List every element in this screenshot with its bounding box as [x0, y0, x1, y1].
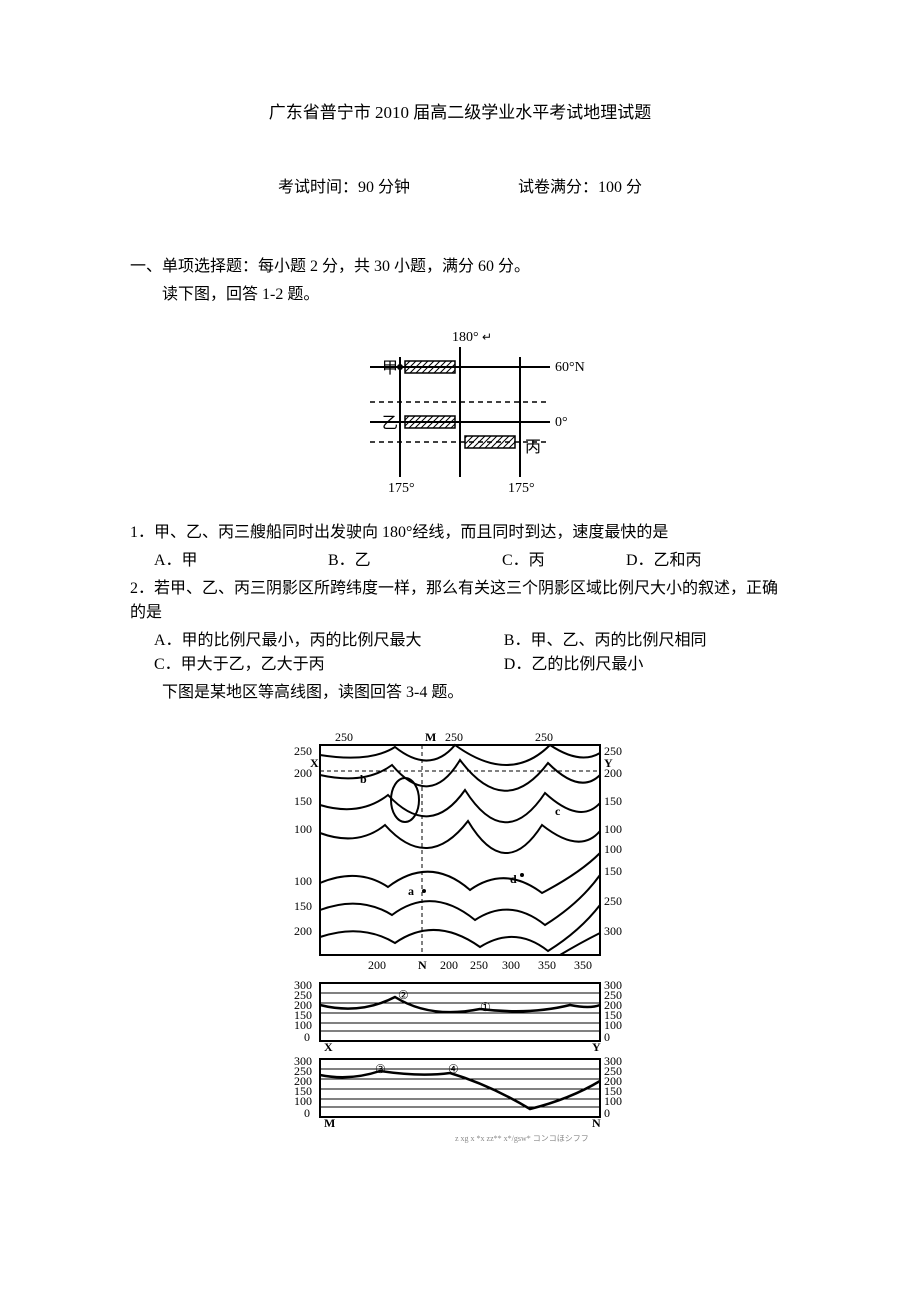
fig2-pxy-x: X: [324, 1040, 333, 1054]
fig1-lat-60n: 60°N: [555, 360, 585, 375]
fig2-glyph-n-bottom: N: [418, 958, 427, 972]
fig1-box-jia: 甲: [382, 360, 398, 377]
fig2-r3: 100: [604, 822, 622, 836]
fig2-l1: 200: [294, 766, 312, 780]
figure-1: 180° ↵ 60°N 甲 0° 乙 丙 175° 175°: [130, 327, 790, 497]
q1-option-d: D．乙和丙: [626, 549, 746, 573]
fig1-lon-right: 175°: [508, 481, 535, 496]
fig2-pt-b: b: [360, 772, 367, 786]
q2-option-b: B．甲、乙、丙的比例尺相同: [504, 629, 790, 653]
fig2-r1: 200: [604, 766, 622, 780]
fig2-l4: 100: [294, 874, 312, 888]
q2-option-a: A．甲的比例尺最小，丙的比例尺最大: [154, 629, 504, 653]
fig2-top-tick-2: 250: [535, 730, 553, 744]
fig2-b3: 300: [502, 958, 520, 972]
fig1-lat-0: 0°: [555, 415, 568, 430]
fig2-pmn-r5: 0: [604, 1106, 610, 1120]
fig2-top-tick-0: 250: [335, 730, 353, 744]
exam-score: 试卷满分：100 分: [518, 176, 642, 200]
exam-meta: 考试时间：90 分钟 试卷满分：100 分: [130, 176, 790, 200]
fig2-circ-3: ③: [375, 1062, 386, 1076]
fig2-watermark: z xg x *x zz** x*/gsw* コンコほシフフ: [455, 1134, 589, 1143]
fig2-r4: 100: [604, 842, 622, 856]
fig2-r6: 250: [604, 894, 622, 908]
figure-2: 250 M 250 250 250 X 200 150 100 100 150 …: [130, 725, 790, 1145]
fig2-pxy-l5: 0: [304, 1030, 310, 1044]
instruction-1: 读下图，回答 1-2 题。: [130, 283, 790, 307]
fig2-pmn-m: M: [324, 1116, 335, 1130]
fig2-circ-4: ④: [448, 1062, 459, 1076]
question-1-options: A．甲 B．乙 C．丙 D．乙和丙: [130, 549, 790, 573]
fig2-r7: 300: [604, 924, 622, 938]
fig1-label-180: 180°: [452, 330, 479, 345]
q1-option-b: B．乙: [328, 549, 498, 573]
fig2-b2: 250: [470, 958, 488, 972]
fig2-l3: 100: [294, 822, 312, 836]
fig2-b5: 350: [574, 958, 592, 972]
fig2-b1: 200: [440, 958, 458, 972]
section-1-heading: 一、单项选择题：每小题 2 分，共 30 小题，满分 60 分。: [130, 255, 790, 279]
fig1-arrow-glyph: ↵: [482, 330, 492, 344]
fig2-pmn-n: N: [592, 1116, 601, 1130]
fig1-box-yi: 乙: [382, 415, 398, 432]
q1-option-c: C．丙: [502, 549, 622, 573]
fig2-r2: 150: [604, 794, 622, 808]
fig2-pxy-y: Y: [592, 1040, 601, 1054]
question-2-options: A．甲的比例尺最小，丙的比例尺最大 B．甲、乙、丙的比例尺相同 C．甲大于乙，乙…: [130, 629, 790, 677]
fig2-b4: 350: [538, 958, 556, 972]
q2-option-c: C．甲大于乙，乙大于丙: [154, 653, 504, 677]
fig1-lon-left: 175°: [388, 481, 415, 496]
fig2-glyph-m-top: M: [425, 730, 436, 744]
fig2-pt-c: c: [555, 804, 561, 818]
fig2-l6: 200: [294, 924, 312, 938]
exam-time: 考试时间：90 分钟: [278, 176, 410, 200]
q2-option-d: D．乙的比例尺最小: [504, 653, 790, 677]
fig2-pt-a: a: [408, 884, 414, 898]
fig2-pxy-r5: 0: [604, 1030, 610, 1044]
fig2-circ-2: ②: [398, 988, 409, 1002]
fig2-r5: 150: [604, 864, 622, 878]
fig1-box-bing: 丙: [525, 439, 541, 456]
exam-title: 广东省普宁市 2010 届高二级学业水平考试地理试题: [130, 100, 790, 126]
question-1-stem: 1．甲、乙、丙三艘船同时出发驶向 180°经线，而且同时到达，速度最快的是: [130, 521, 790, 545]
fig2-circ-1: ①: [480, 1000, 491, 1014]
fig2-b0: 200: [368, 958, 386, 972]
fig2-l5: 150: [294, 899, 312, 913]
instruction-2: 下图是某地区等高线图，读图回答 3-4 题。: [130, 681, 790, 705]
fig2-pmn-l5: 0: [304, 1106, 310, 1120]
question-2-stem: 2．若甲、乙、丙三阴影区所跨纬度一样，那么有关这三个阴影区域比例尺大小的叙述，正…: [130, 577, 790, 625]
fig2-top-tick-1: 250: [445, 730, 463, 744]
fig2-pt-d: d: [510, 872, 517, 886]
q1-option-a: A．甲: [154, 549, 324, 573]
fig2-l2: 150: [294, 794, 312, 808]
